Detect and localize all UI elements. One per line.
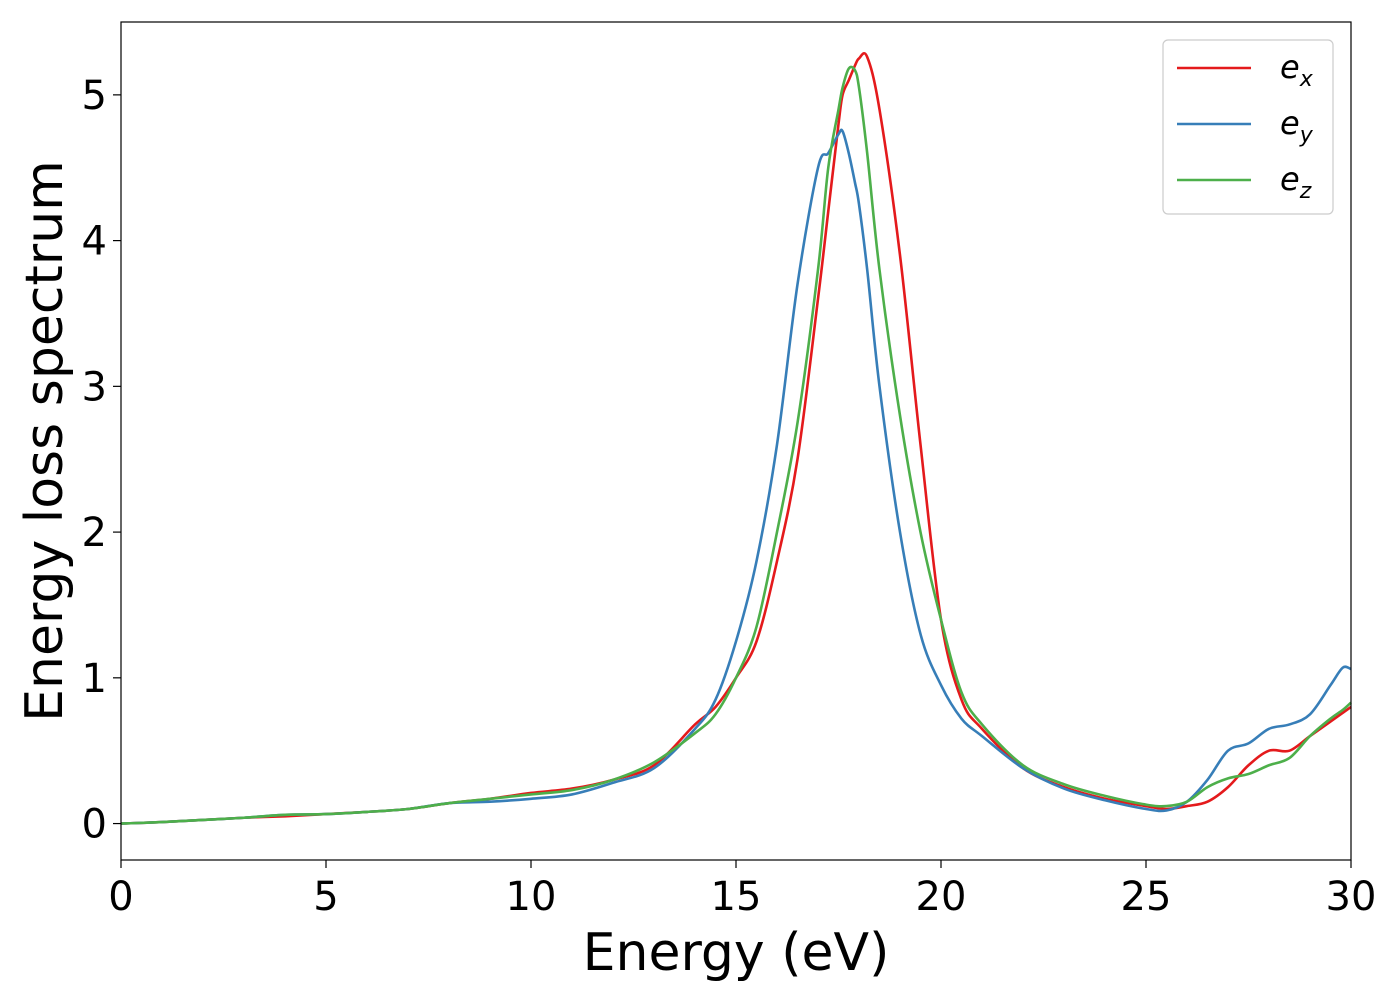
y-tick-label: 1 (82, 656, 107, 702)
y-axis-ticks: 0 1 2 3 4 5 (82, 73, 121, 848)
y-tick-label: 2 (82, 510, 107, 556)
legend-subscript: z (1299, 179, 1312, 204)
x-tick-label: 30 (1326, 874, 1377, 920)
legend-subscript: y (1299, 123, 1314, 148)
y-tick-label: 5 (82, 73, 107, 119)
plot-area (121, 22, 1351, 860)
legend-subscript: x (1299, 67, 1314, 92)
x-tick-label: 20 (916, 874, 967, 920)
series-lines (120, 52, 1352, 825)
x-tick-label: 25 (1121, 874, 1172, 920)
y-tick-label: 3 (82, 364, 107, 410)
x-tick-label: 5 (313, 874, 338, 920)
y-tick-label: 0 (82, 802, 107, 848)
x-tick-label: 15 (711, 874, 762, 920)
x-axis-ticks: 0 5 10 15 20 25 30 (108, 860, 1376, 920)
y-tick-label: 4 (82, 219, 107, 265)
x-axis-title: Energy (eV) (583, 923, 890, 983)
x-tick-label: 10 (506, 874, 557, 920)
legend-box (1162, 39, 1334, 215)
series-line-e-z (120, 65, 1352, 825)
x-tick-label: 0 (108, 874, 133, 920)
y-axis-title: Energy loss spectrum (15, 160, 75, 722)
